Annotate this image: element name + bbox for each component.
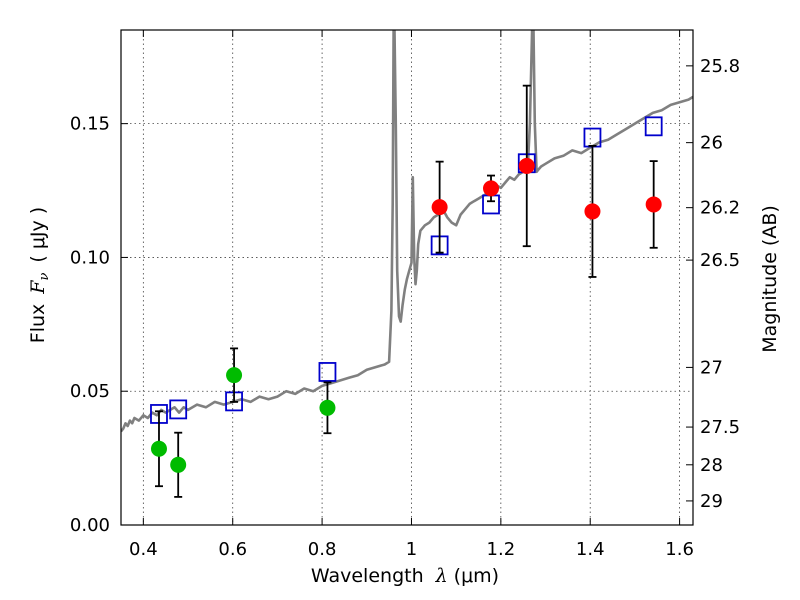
ticks: 0.4 0.6 0.8 1 1.2 1.4 1.6 0.00 0.05 0.10 0.15 25.8 2…	[70, 30, 740, 560]
data-point	[483, 180, 500, 197]
y-tick-label: 0.05	[70, 381, 110, 402]
y2-axis-title: Magnitude (AB)	[759, 205, 781, 353]
model-photometry-square	[318, 362, 337, 382]
x-axis-title: Wavelength λ (μm)	[311, 565, 499, 587]
data-point	[645, 196, 662, 213]
x-tick-label: 0.6	[218, 539, 247, 560]
y-tick-label: 0.15	[70, 114, 110, 135]
magnitude-tick-label: 26.5	[700, 250, 740, 271]
x-tick-label: 1.2	[487, 539, 516, 560]
data-point	[431, 199, 448, 216]
spectrum-line	[121, 30, 693, 433]
data-point	[170, 456, 187, 473]
x-tick-label: 1	[406, 539, 417, 560]
model-photometry-square	[644, 116, 663, 137]
x-tick-label: 0.8	[308, 539, 337, 560]
data-point	[150, 440, 167, 457]
magnitude-tick-label: 29	[700, 491, 723, 512]
model-photometry-square	[169, 399, 188, 420]
magnitude-tick-label: 27	[700, 357, 723, 378]
data-point	[518, 157, 535, 174]
magnitude-tick-label: 27.5	[700, 417, 740, 438]
markers	[150, 84, 663, 498]
x-tick-label: 0.4	[129, 539, 158, 560]
plot-frame	[120, 29, 694, 526]
x-tick-label: 1.6	[665, 539, 694, 560]
y-tick-label: 0.10	[70, 247, 110, 268]
data-point	[584, 203, 601, 220]
magnitude-tick-label: 26.2	[700, 198, 740, 219]
magnitude-tick-label: 28	[700, 455, 723, 476]
magnitude-tick-label: 26	[700, 133, 723, 154]
data-point	[226, 367, 243, 384]
x-tick-label: 1.4	[576, 539, 605, 560]
data-point	[319, 399, 336, 416]
y-tick-label: 0.00	[70, 515, 110, 536]
y-axis-title: FluxFν( μJy )	[27, 207, 52, 343]
plot-area	[121, 30, 693, 433]
magnitude-tick-label: 25.8	[700, 56, 740, 77]
